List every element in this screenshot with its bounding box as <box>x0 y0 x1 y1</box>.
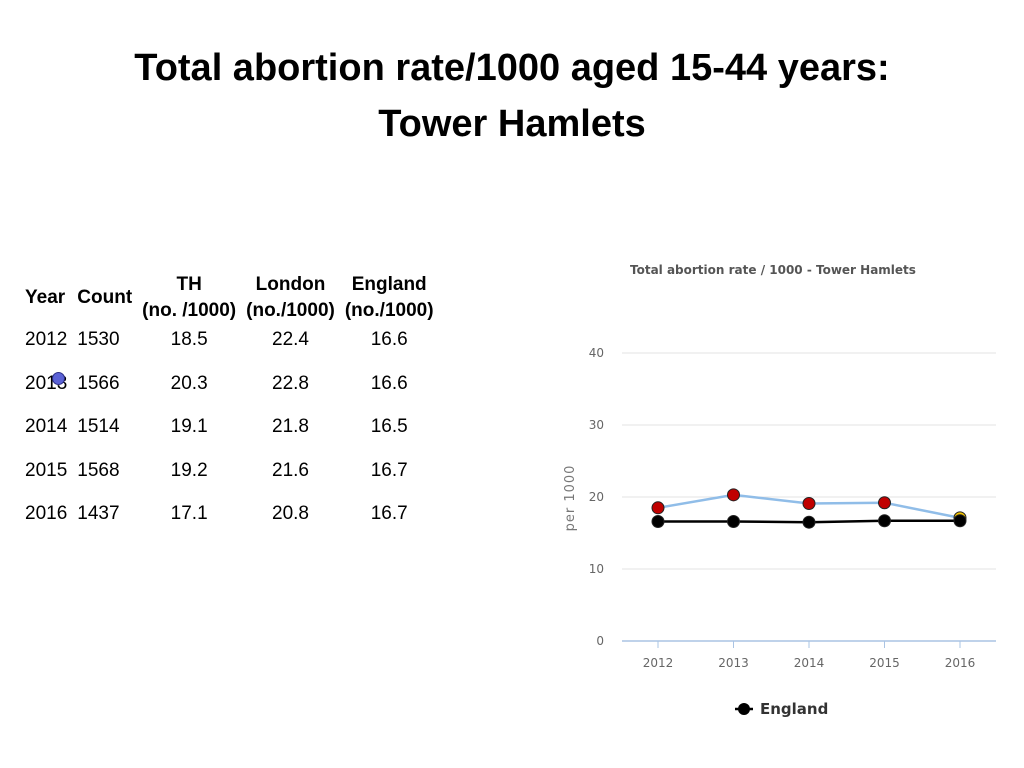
cursor-dot-icon <box>52 372 65 385</box>
slide-title-line-1: Total abortion rate/1000 aged 15-44 year… <box>134 47 890 89</box>
slide-title-line-2: Tower Hamlets <box>378 103 646 145</box>
table-header-row: Year Count TH (no. /1000) London (no./10… <box>20 268 439 328</box>
cell-th: 17.1 <box>170 503 208 524</box>
y-tick-label: 30 <box>589 418 604 432</box>
cell-th: 18.5 <box>170 329 208 350</box>
chart-series <box>651 488 967 529</box>
header-england-line-2: (no./1000) <box>344 300 434 321</box>
x-tick-label: 2015 <box>869 656 900 670</box>
data-point <box>727 488 740 502</box>
cell-london: 22.8 <box>272 372 309 394</box>
chart-legend: England <box>735 700 828 718</box>
header-th: TH (no. /1000) <box>137 268 241 328</box>
cell-th: 19.1 <box>170 416 208 437</box>
y-tick-label: 10 <box>589 562 604 576</box>
table-row: 2016 1437 17.1 20.8 16.7 <box>20 502 439 546</box>
chart-x-ticks: 2012 2013 2014 2015 2016 <box>643 641 976 670</box>
header-england-line-1: England <box>351 274 427 295</box>
data-point <box>802 496 816 510</box>
header-th-line-1: TH <box>176 274 202 295</box>
cell-year: 2016 <box>25 503 68 524</box>
cell-th: 19.2 <box>170 459 208 481</box>
cell-count: 1568 <box>77 459 120 481</box>
cell-count: 1437 <box>77 503 120 524</box>
y-tick-label: 40 <box>589 346 604 360</box>
data-point <box>651 501 665 515</box>
header-count: Count <box>77 287 133 308</box>
x-tick-label: 2016 <box>945 656 976 670</box>
data-point <box>878 514 891 528</box>
data-point <box>878 496 891 510</box>
data-point <box>802 515 816 529</box>
abortion-rate-chart: Total abortion rate / 1000 - Tower Hamle… <box>563 263 996 718</box>
cell-england: 16.7 <box>370 459 408 481</box>
x-tick-label: 2012 <box>643 656 674 670</box>
series-england <box>651 514 967 529</box>
cell-count: 1566 <box>77 372 120 394</box>
x-tick-label: 2014 <box>794 656 825 670</box>
header-london: London (no./1000) <box>241 268 340 328</box>
table-row: 2012 1530 18.5 22.4 16.6 <box>20 328 439 372</box>
cell-london: 21.8 <box>272 416 309 437</box>
chart-title: Total abortion rate / 1000 - Tower Hamle… <box>630 263 916 277</box>
cell-london: 20.8 <box>272 503 309 524</box>
legend-marker <box>738 703 750 715</box>
cell-england: 16.6 <box>370 329 408 350</box>
cell-count: 1530 <box>77 329 120 350</box>
header-london-line-2: (no./1000) <box>246 300 335 321</box>
chart-y-ticks: 0 10 20 30 40 <box>589 346 604 648</box>
chart-y-axis-label: per 1000 <box>563 465 578 532</box>
table-row: 2014 1514 19.1 21.8 16.5 <box>20 415 439 459</box>
table-row: 2013 1566 20.3 22.8 16.6 <box>20 372 439 416</box>
header-london-line-1: London <box>255 274 326 295</box>
cell-london: 21.6 <box>272 459 309 481</box>
rates-table: Year Count TH (no. /1000) London (no./10… <box>20 268 439 546</box>
data-point <box>727 514 740 528</box>
data-point <box>953 514 967 528</box>
y-tick-label: 0 <box>596 634 604 648</box>
cell-england: 16.6 <box>370 372 408 394</box>
cell-london: 22.4 <box>272 329 309 350</box>
cell-year: 2015 <box>25 459 68 481</box>
slide-title: Total abortion rate/1000 aged 15-44 year… <box>0 40 1024 152</box>
legend-label: England <box>760 700 828 718</box>
cell-england: 16.5 <box>370 416 408 437</box>
header-year: Year <box>25 287 66 308</box>
table-row: 2015 1568 19.2 21.6 16.7 <box>20 459 439 503</box>
cell-th: 20.3 <box>170 372 208 394</box>
header-th-line-2: (no. /1000) <box>142 300 237 321</box>
cell-count: 1514 <box>77 416 120 437</box>
data-point <box>651 514 665 528</box>
x-tick-label: 2013 <box>718 656 749 670</box>
cell-england: 16.7 <box>370 503 408 524</box>
cell-year: 2012 <box>25 329 68 350</box>
header-england: England (no./1000) <box>340 268 439 328</box>
cell-year: 2014 <box>25 416 68 437</box>
y-tick-label: 20 <box>589 490 604 504</box>
